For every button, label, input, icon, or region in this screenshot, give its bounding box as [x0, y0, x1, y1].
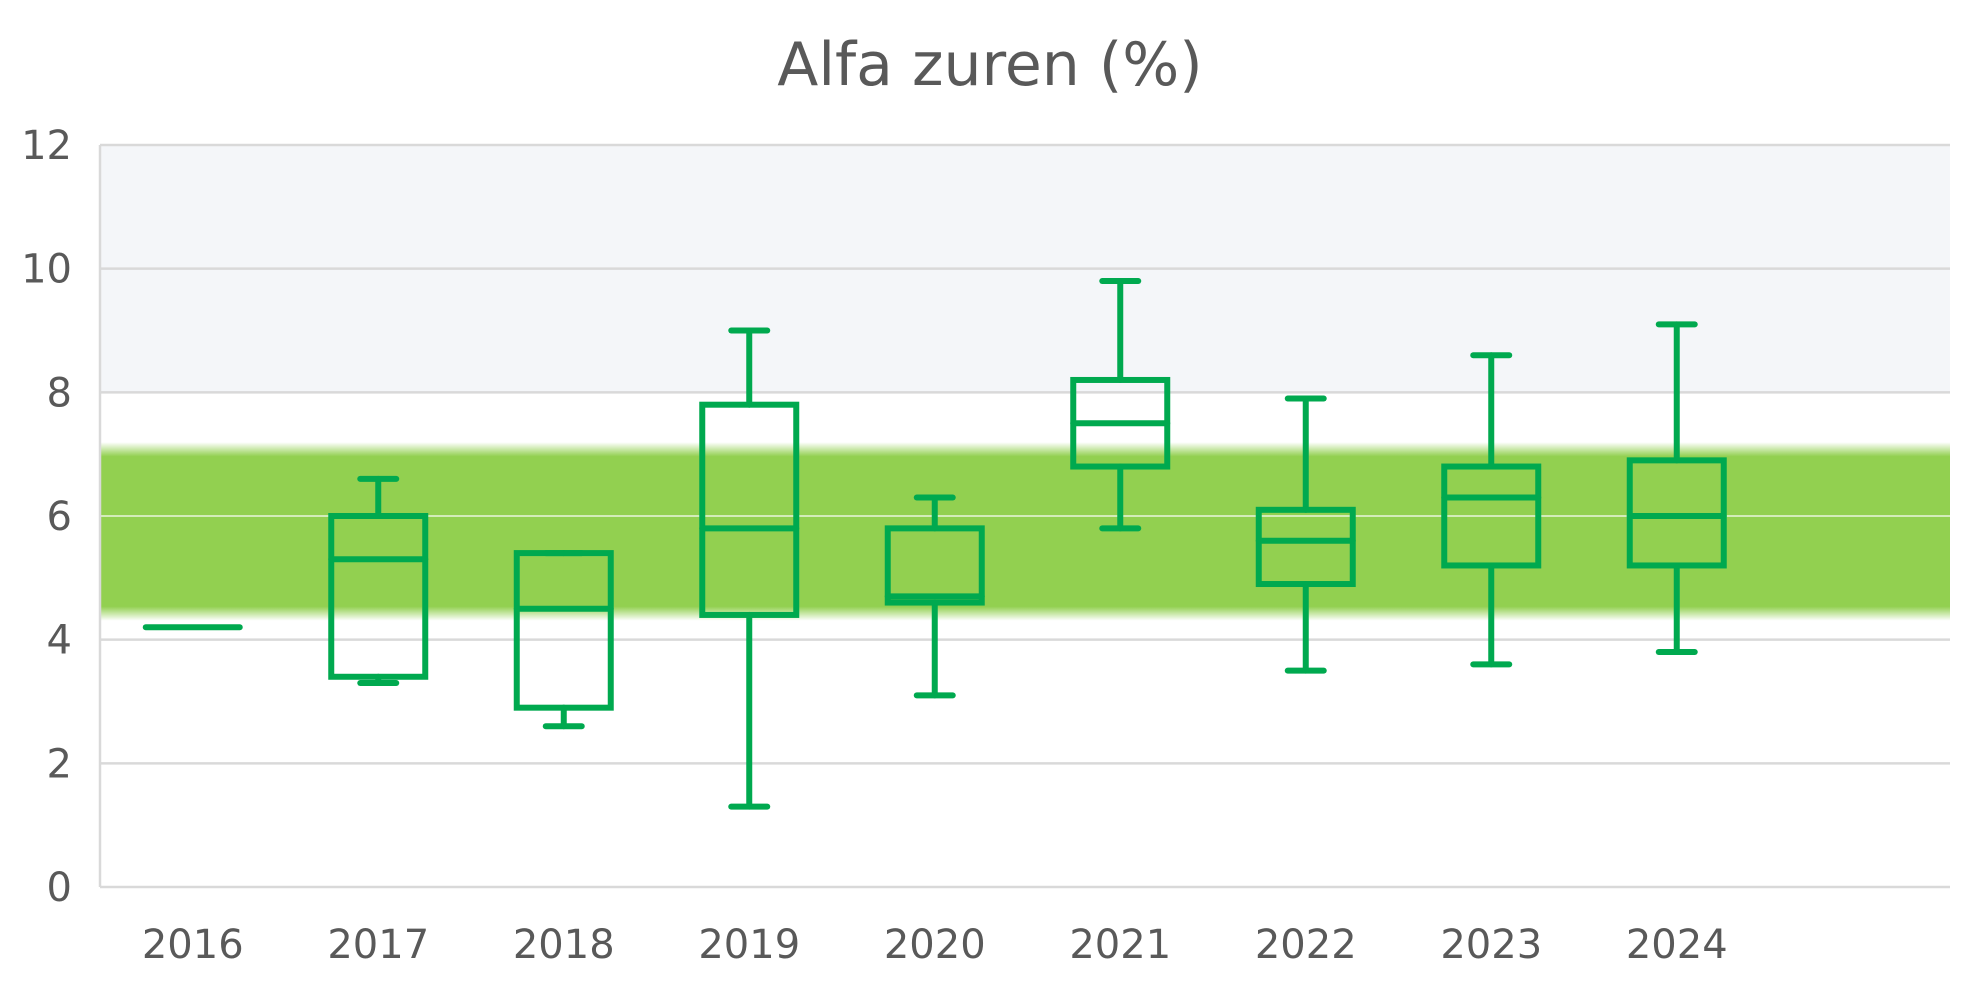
- box-plot-2017: [328, 475, 429, 686]
- reference-band: [100, 442, 1950, 621]
- box-plot-2023: [1441, 352, 1542, 668]
- y-tick-label: 6: [47, 494, 72, 540]
- y-tick-label: 2: [47, 741, 72, 787]
- box-plot-2019: [699, 327, 800, 810]
- plot-area: [98, 143, 1950, 889]
- box-plot-2018: [513, 550, 614, 730]
- x-tick-label: 2022: [1255, 922, 1357, 968]
- x-tick-label: 2016: [142, 922, 244, 968]
- y-tick-label: 4: [47, 618, 72, 664]
- x-tick-label: 2023: [1440, 922, 1542, 968]
- box: [1255, 506, 1356, 588]
- box-plot-2020: [884, 494, 985, 699]
- x-tick-label: 2020: [884, 922, 986, 968]
- box: [328, 513, 429, 680]
- y-axis-ticks: 0 2 4 6 8 10 12: [21, 123, 72, 911]
- y-tick-label: 10: [21, 247, 72, 293]
- box: [513, 550, 614, 711]
- y-tick-label: 0: [47, 865, 72, 911]
- x-tick-label: 2019: [698, 922, 800, 968]
- box: [1626, 457, 1727, 569]
- chart-title: Alfa zuren (%): [777, 30, 1202, 100]
- box-plot-2022: [1255, 395, 1356, 674]
- y-tick-label: 12: [21, 123, 72, 169]
- x-tick-label: 2024: [1626, 922, 1728, 968]
- box-plot-2024: [1626, 321, 1727, 656]
- x-tick-label: 2017: [327, 922, 429, 968]
- box: [884, 525, 985, 606]
- x-tick-label: 2021: [1069, 922, 1171, 968]
- box: [699, 401, 800, 618]
- box-plot-2021: [1070, 278, 1171, 532]
- y-tick-label: 8: [47, 370, 72, 416]
- box: [1441, 463, 1542, 569]
- x-tick-label: 2018: [513, 922, 615, 968]
- x-axis-ticks: 2016 2017 2018 2019 2020 2021 2022 2023 2024: [142, 922, 1728, 968]
